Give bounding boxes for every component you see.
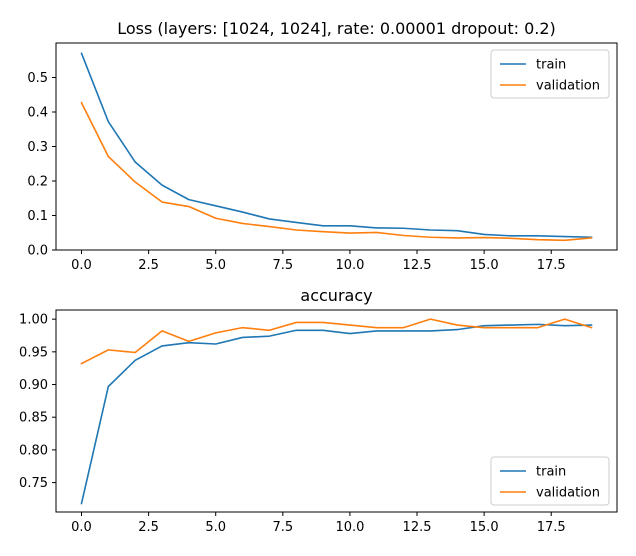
y-tick-label: 0.3 [27,140,48,155]
y-tick-label: 0.5 [27,71,48,86]
x-tick-label: 17.5 [537,520,566,535]
legend-label-validation: validation [536,486,600,501]
x-tick-label: 0.0 [71,520,92,535]
y-tick-label: 0.1 [27,209,48,224]
x-tick-label: 10.0 [335,520,364,535]
y-tick-label: 0.85 [19,411,48,426]
x-tick-label: 2.5 [138,258,159,273]
x-tick-label: 15.0 [470,520,499,535]
y-tick-label: 0.80 [19,443,48,458]
legend-label-validation: validation [536,79,600,94]
x-tick-label: 17.5 [537,258,566,273]
series-line-validation [80,318,593,365]
chart-2: accuracy 0.0 2.5 5.0 7.5 10.0 12.5 15.0 17.5 0.75… [19,286,618,535]
legend-label-train: train [536,58,566,73]
axes-frame [55,309,618,513]
legend-frame [490,456,610,506]
y-tick-label: 0.0 [27,244,48,259]
y-tick-label: 0.75 [19,476,48,491]
series-line-train [80,323,593,505]
x-tick-label: 2.5 [138,520,159,535]
x-tick-label: 5.0 [205,520,226,535]
legend: train validation [490,49,610,99]
x-tick-label: 7.5 [272,520,293,535]
x-tick-label: 7.5 [272,258,293,273]
chart-title: accuracy [300,286,372,305]
x-tick-label: 5.0 [205,258,226,273]
y-tick-label: 0.90 [19,378,48,393]
y-tick-label: 0.4 [27,106,48,121]
chart-title: Loss (layers: [1024, 1024], rate: 0.0000… [117,19,556,38]
series-line-train [80,52,593,239]
legend: train validation [490,456,610,506]
x-tick-label: 12.5 [403,520,432,535]
x-tick-label: 15.0 [470,258,499,273]
x-tick-label: 0.0 [71,258,92,273]
y-tick-label: 1.00 [19,313,48,328]
legend-frame [490,49,610,99]
x-tick-label: 12.5 [403,258,432,273]
legend-label-train: train [536,465,566,480]
x-tick-label: 10.0 [335,258,364,273]
series-line-validation [80,101,593,242]
y-tick-label: 0.2 [27,175,48,190]
chart-1: Loss (layers: [1024, 1024], rate: 0.0000… [27,19,618,273]
y-tick-label: 0.95 [19,345,48,360]
